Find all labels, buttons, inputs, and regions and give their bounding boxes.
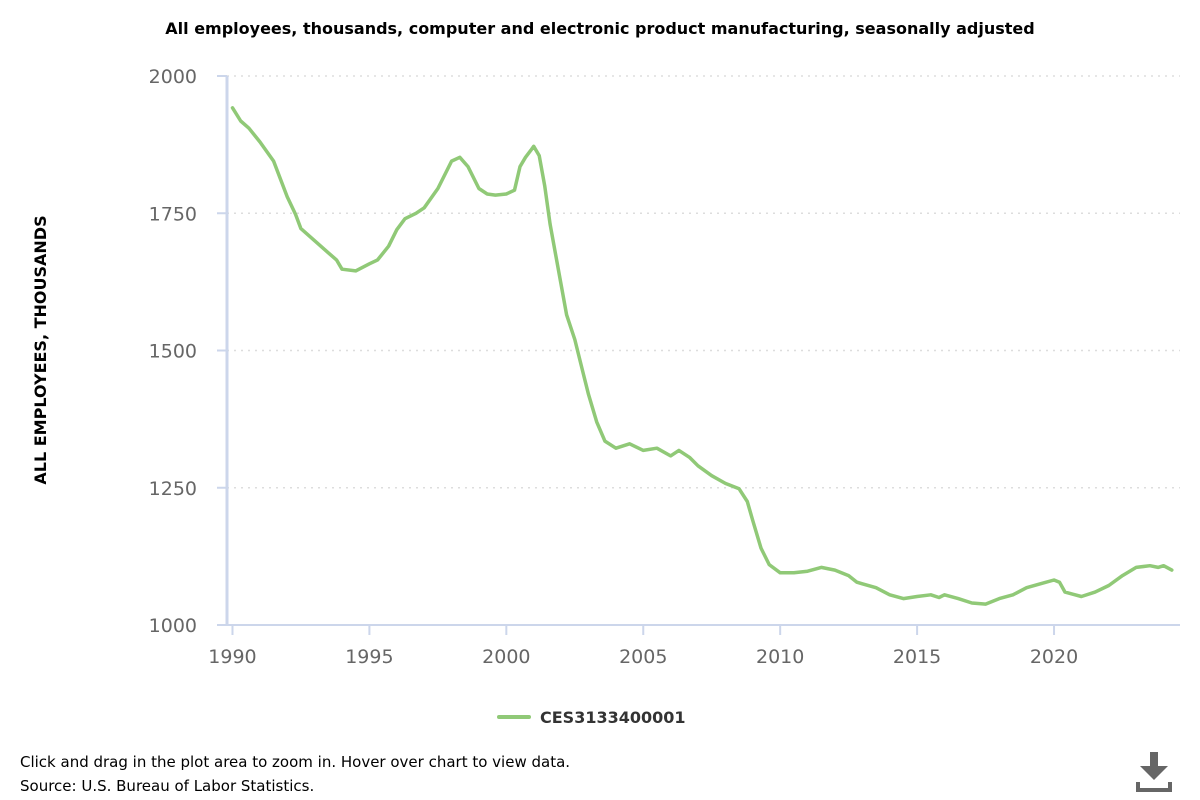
download-button[interactable] <box>1130 748 1178 796</box>
x-tick-label: 2000 <box>482 646 530 668</box>
chart-title: All employees, thousands, computer and e… <box>165 19 1034 38</box>
x-tick-label: 1995 <box>345 646 393 668</box>
y-tick-label: 1750 <box>149 203 197 225</box>
plot-area[interactable] <box>230 106 1174 606</box>
x-tick-label: 2015 <box>893 646 941 668</box>
x-tick-label: 1990 <box>208 646 256 668</box>
download-icon <box>1136 752 1172 792</box>
y-tick-label: 2000 <box>149 66 197 88</box>
chart-instructions: Click and drag in the plot area to zoom … <box>20 753 571 771</box>
legend[interactable]: CES3133400001 <box>497 708 686 727</box>
y-axis-title: ALL EMPLOYEES, THOUSANDS <box>31 215 50 484</box>
y-tick-label: 1000 <box>149 615 197 637</box>
x-tick-label: 2020 <box>1030 646 1078 668</box>
y-tick-label: 1500 <box>149 341 197 363</box>
y-tick-label: 1250 <box>149 478 197 500</box>
grid-lines <box>227 75 1180 489</box>
x-axis-ticks: 1990 1995 2000 2005 2010 2015 2020 <box>208 625 1078 668</box>
y-axis-ticks: 1000 1250 1500 1750 2000 <box>149 66 227 637</box>
line-chart[interactable]: All employees, thousands, computer and e… <box>0 0 1200 740</box>
legend-item-label[interactable]: CES3133400001 <box>540 708 686 727</box>
x-tick-label: 2010 <box>756 646 804 668</box>
chart-source: Source: U.S. Bureau of Labor Statistics. <box>20 777 315 795</box>
series-line-CES3133400001[interactable] <box>230 106 1174 606</box>
x-tick-label: 2005 <box>619 646 667 668</box>
